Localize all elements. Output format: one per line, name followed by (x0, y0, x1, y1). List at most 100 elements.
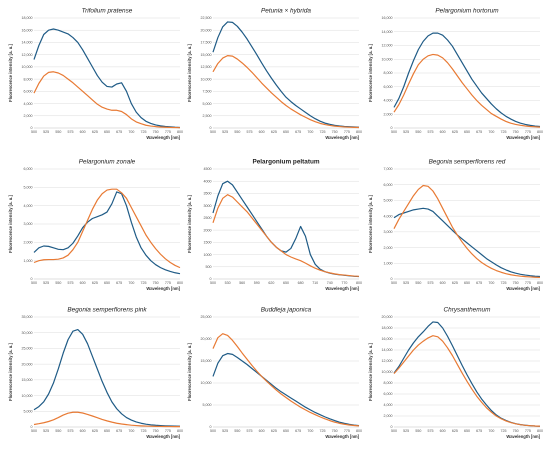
chart-panel-6: Begonia semperflorens red 0 1,000 2,000 3,00… (368, 159, 543, 292)
x-tick-label: 600 (259, 130, 265, 134)
x-tick-label: 550 (234, 429, 240, 433)
x-tick-label: 525 (43, 429, 49, 433)
x-tick-label: 650 (104, 281, 110, 285)
y-tick-label: 8,000 (24, 77, 33, 81)
x-tick-label: 575 (428, 429, 434, 433)
x-tick-label: 500 (31, 429, 37, 433)
x-tick-label: 675 (476, 130, 482, 134)
x-tick-label: 700 (488, 130, 494, 134)
series-line-2 (33, 188, 181, 269)
y-axis-label: Fluorescence intensity [a. u.] (368, 195, 373, 253)
y-tick-label: 12,000 (382, 44, 393, 48)
y-tick-label: 4500 (204, 167, 212, 171)
x-tick-label: 800 (356, 429, 362, 433)
y-tick-label: 12,000 (22, 53, 33, 57)
series-line-2 (212, 55, 360, 129)
y-tick-label: 20,000 (22, 362, 33, 366)
y-tick-label: 15,000 (201, 53, 212, 57)
x-axis-label: Wavelength [nm] (146, 286, 180, 291)
x-tick-label: 675 (116, 429, 122, 433)
x-tick-label: 725 (141, 281, 147, 285)
x-tick-label: 500 (210, 281, 216, 285)
x-tick-label: 575 (247, 429, 253, 433)
y-tick-label: 14,000 (22, 41, 33, 45)
x-tick-label: 600 (440, 429, 446, 433)
x-tick-label: 775 (525, 429, 531, 433)
x-tick-label: 750 (153, 281, 159, 285)
y-tick-label: 14,000 (382, 348, 393, 352)
x-tick-label: 700 (307, 429, 313, 433)
x-tick-label: 770 (341, 281, 347, 285)
x-tick-label: 500 (391, 130, 397, 134)
x-tick-label: 650 (464, 130, 470, 134)
x-tick-label: 700 (128, 281, 134, 285)
y-tick-label: 35,000 (22, 315, 33, 319)
x-tick-label: 775 (165, 281, 171, 285)
x-tick-label: 700 (488, 429, 494, 433)
x-tick-label: 530 (225, 281, 231, 285)
chart-title: Chrysanthemum (444, 307, 492, 314)
chart-title: Pelargonium zonale (79, 159, 136, 166)
x-tick-label: 750 (153, 429, 159, 433)
x-tick-label: 775 (344, 130, 350, 134)
series-line-1 (33, 328, 181, 427)
x-tick-label: 725 (501, 130, 507, 134)
x-tick-label: 560 (239, 281, 245, 285)
x-axis-label: Wavelength [nm] (506, 286, 540, 291)
chart-title: Petunia × hybrida (261, 8, 311, 15)
x-tick-label: 550 (55, 429, 61, 433)
y-tick-label: 18,000 (22, 16, 33, 20)
y-tick-label: 5,000 (24, 409, 33, 413)
x-tick-label: 700 (128, 429, 134, 433)
x-tick-label: 600 (259, 429, 265, 433)
x-tick-label: 800 (177, 429, 183, 433)
y-tick-label: 4,000 (384, 403, 393, 407)
y-tick-label: 10,000 (201, 381, 212, 385)
x-tick-label: 700 (307, 130, 313, 134)
y-tick-label: 0 (391, 425, 393, 429)
y-tick-label: 17,500 (201, 41, 212, 45)
y-tick-label: 1000 (204, 253, 212, 257)
x-tick-label: 775 (525, 281, 531, 285)
x-tick-label: 650 (283, 281, 289, 285)
x-tick-label: 600 (80, 281, 86, 285)
x-tick-label: 500 (31, 130, 37, 134)
x-tick-label: 725 (501, 429, 507, 433)
chart-panel-7: Begonia semperflorens pink 0 5,000 10,000 15… (8, 307, 183, 440)
x-tick-label: 620 (268, 281, 274, 285)
y-axis-label: Fluorescence intensity [a. u.] (187, 44, 192, 102)
x-tick-label: 575 (428, 130, 434, 134)
x-tick-label: 750 (332, 130, 338, 134)
y-tick-label: 7,500 (203, 90, 212, 94)
chart-panel-1: Trifolium pratense 0 2,000 4,000 6,000 8,000 1… (8, 8, 183, 141)
y-tick-label: 30,000 (22, 331, 33, 335)
y-tick-label: 0 (210, 277, 212, 281)
x-tick-label: 550 (415, 281, 421, 285)
y-tick-label: 20,000 (201, 28, 212, 32)
y-axis-label: Fluorescence intensity [a. u.] (8, 195, 13, 253)
x-tick-label: 650 (104, 130, 110, 134)
x-tick-label: 800 (177, 281, 183, 285)
chart-panel-4: Pelargonium zonale 0 1,000 2,000 3,000 4,000 5… (8, 159, 183, 292)
x-tick-label: 625 (452, 130, 458, 134)
y-tick-label: 2,000 (24, 241, 33, 245)
series-line-2 (33, 411, 181, 428)
x-tick-label: 550 (55, 281, 61, 285)
x-tick-label: 500 (210, 429, 216, 433)
y-tick-label: 10,000 (201, 77, 212, 81)
y-tick-label: 2,000 (24, 114, 33, 118)
chart-title: Pelargonium hortorum (435, 8, 499, 15)
x-tick-label: 675 (116, 130, 122, 134)
y-tick-label: 5,000 (24, 186, 33, 190)
y-tick-label: 8,000 (384, 71, 393, 75)
y-tick-label: 14,000 (382, 30, 393, 34)
x-tick-label: 675 (476, 281, 482, 285)
y-tick-label: 6,000 (24, 167, 33, 171)
x-tick-label: 625 (92, 130, 98, 134)
x-tick-label: 725 (141, 429, 147, 433)
y-tick-label: 4,000 (384, 99, 393, 103)
x-tick-label: 525 (222, 429, 228, 433)
y-tick-label: 18,000 (382, 326, 393, 330)
x-tick-label: 725 (141, 130, 147, 134)
